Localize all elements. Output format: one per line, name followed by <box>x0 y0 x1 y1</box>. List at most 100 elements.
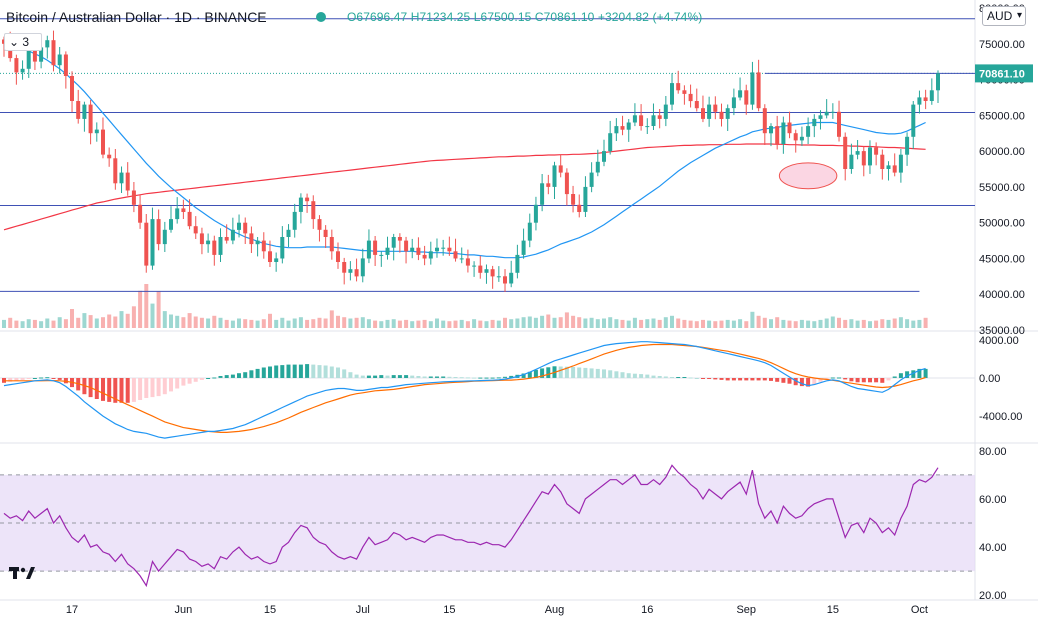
volume-bar <box>527 316 532 328</box>
symbol-title[interactable]: Bitcoin / Australian Dollar · 1D · BINAN… <box>6 9 267 25</box>
volume-bar <box>595 319 600 328</box>
currency-selector[interactable]: AUD ▾ <box>982 6 1026 26</box>
candle-body <box>82 104 87 119</box>
volume-bar <box>14 320 19 328</box>
volume-bar <box>620 319 625 328</box>
candle-body <box>391 237 396 248</box>
macd-histogram-bar <box>874 378 879 383</box>
macd-histogram-bar <box>762 378 767 381</box>
macd-histogram-bar <box>39 377 44 379</box>
macd-histogram-bar <box>397 375 402 378</box>
macd-histogram-bar <box>193 378 198 382</box>
volume-bar <box>923 317 928 328</box>
volume-bar <box>898 317 903 328</box>
volume-bar <box>657 319 662 328</box>
volume-bar <box>329 310 334 328</box>
candle-body <box>237 222 241 230</box>
macd-histogram-bar <box>830 377 835 379</box>
rsi-tick-label: 40.00 <box>979 542 1007 554</box>
candle-body <box>453 251 458 259</box>
price-tick-label: 65000.00 <box>979 110 1025 122</box>
volume-bar <box>552 317 557 328</box>
candle-body <box>874 147 879 155</box>
macd-histogram-bar <box>490 377 495 379</box>
macd-histogram-bar <box>317 365 322 378</box>
volume-bar <box>663 317 668 328</box>
candle-body <box>416 247 421 255</box>
candle-body <box>175 208 180 220</box>
macd-histogram-bar <box>880 378 885 383</box>
volume-bar <box>701 319 705 328</box>
candle-body <box>744 90 749 105</box>
chart-header: Bitcoin / Australian Dollar · 1D · BINAN… <box>0 0 975 34</box>
volume-bar <box>843 319 848 328</box>
candle-body <box>806 126 811 137</box>
candle-body <box>564 172 569 195</box>
macd-histogram-bar <box>837 377 841 379</box>
candle-body <box>688 93 693 102</box>
volume-bar <box>725 319 730 328</box>
candle-body <box>868 147 872 166</box>
candle-body <box>342 262 347 273</box>
candle-body <box>917 97 922 105</box>
volume-bar <box>113 316 118 328</box>
macd-histogram-bar <box>8 378 13 382</box>
macd-histogram-bar <box>162 378 167 395</box>
macd-histogram-bar <box>391 375 396 378</box>
candle-body <box>589 172 594 187</box>
volume-bar <box>515 318 520 328</box>
candle-body <box>861 151 866 166</box>
candle-body <box>490 269 495 277</box>
macd-histogram-bar <box>855 378 860 383</box>
volume-bar <box>608 317 613 328</box>
tradingview-logo-icon[interactable] <box>8 564 38 584</box>
volume-bar <box>125 313 130 328</box>
macd-histogram-bar <box>558 366 563 378</box>
volume-bar <box>632 317 637 328</box>
volume-bar <box>175 315 180 328</box>
volume-bar <box>237 318 241 328</box>
candle-body <box>583 186 588 212</box>
volume-bar <box>465 321 470 328</box>
candle-body <box>435 247 439 252</box>
candle-body <box>676 83 681 91</box>
volume-bar <box>713 321 718 328</box>
volume-bar <box>224 319 229 328</box>
macd-histogram-bar <box>144 378 149 398</box>
volume-bar <box>868 321 872 328</box>
macd-histogram-bar <box>243 372 248 378</box>
macd-histogram-bar <box>861 378 866 383</box>
macd-histogram-bar <box>589 368 594 378</box>
macd-histogram-bar <box>379 375 384 378</box>
macd-histogram-bar <box>571 367 576 378</box>
candle-body <box>713 104 718 112</box>
macd-histogram-bar <box>447 376 452 378</box>
candle-body <box>274 258 279 262</box>
candle-body <box>577 204 582 212</box>
time-tick-label: Jun <box>175 604 193 616</box>
indicators-toggle-button[interactable]: ⌄ 3 <box>4 33 42 51</box>
volume-bar <box>472 319 477 328</box>
macd-histogram-bar <box>435 376 439 378</box>
candle-body <box>657 115 662 119</box>
macd-histogram-bar <box>336 367 340 378</box>
candle-body <box>373 240 378 255</box>
candle-body <box>843 136 848 169</box>
volume-bar <box>317 317 322 328</box>
macd-histogram-bar <box>750 378 755 381</box>
macd-signal-line <box>4 343 926 433</box>
candle-body <box>725 108 730 119</box>
candle-body <box>824 111 829 116</box>
candle-body <box>472 265 477 267</box>
volume-bar <box>818 319 823 328</box>
chevron-down-icon: ⌄ <box>9 35 20 49</box>
macd-histogram-bar <box>917 368 922 378</box>
volume-bar <box>342 317 347 328</box>
macd-histogram-bar <box>311 364 316 378</box>
volume-bar <box>447 321 452 328</box>
macd-histogram-bar <box>422 376 427 378</box>
indicators-count: 3 <box>22 35 30 49</box>
time-tick-label: 16 <box>641 604 653 616</box>
